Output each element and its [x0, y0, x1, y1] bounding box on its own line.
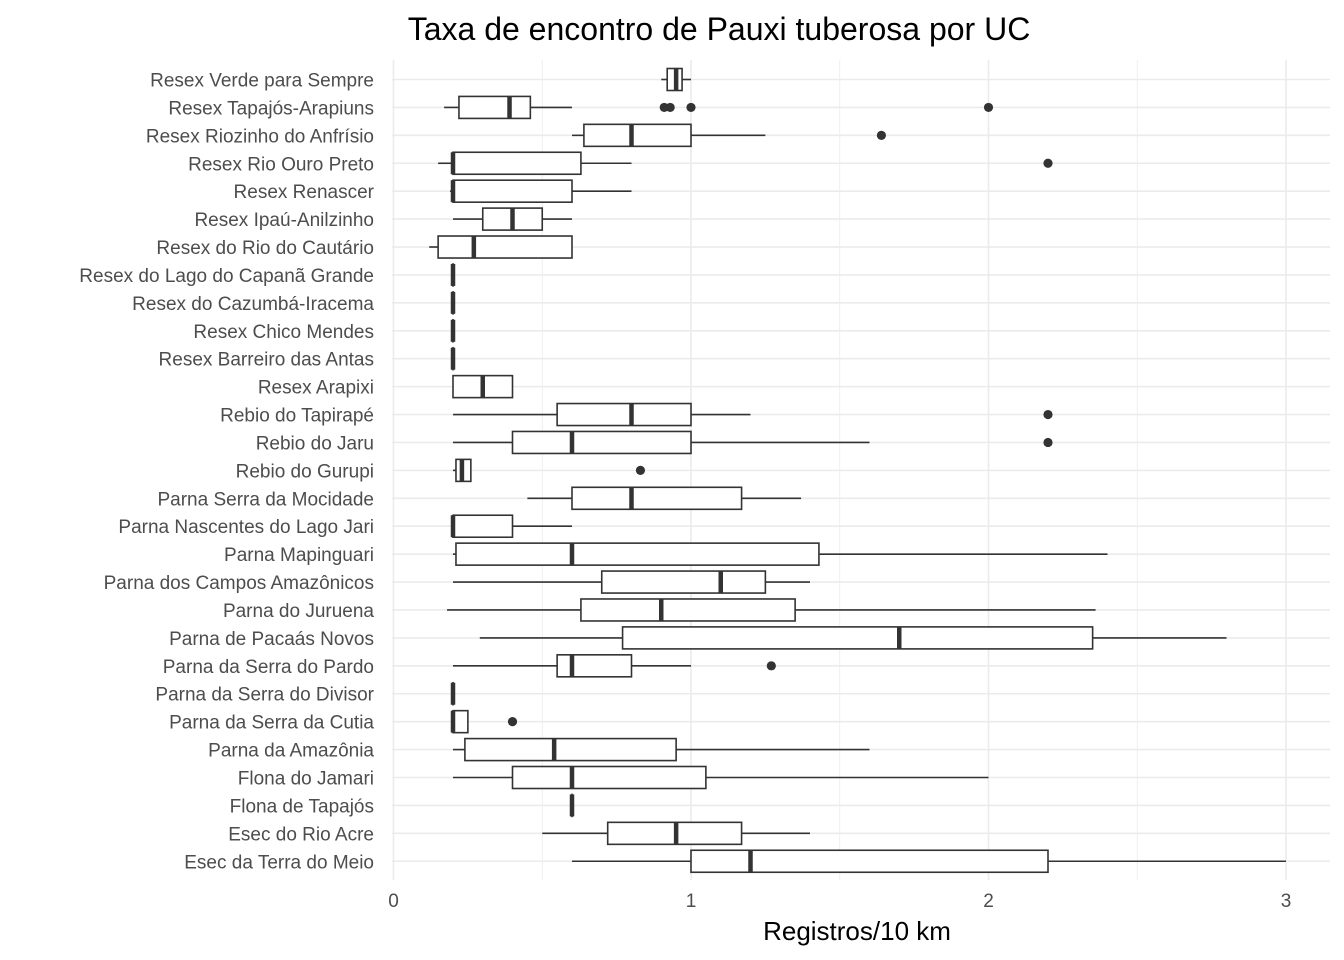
boxplot-group [527, 486, 802, 511]
outlier-point [766, 661, 776, 671]
category-label: Parna Serra da Mocidade [157, 489, 374, 510]
boxplot-group [572, 849, 1286, 874]
category-label: Resex do Cazumbá-Iracema [132, 294, 374, 315]
outlier-point [507, 717, 518, 727]
category-label: Parna Nascentes do Lago Jari [118, 517, 374, 538]
boxplot-group [572, 123, 887, 148]
category-label: Rebio do Tapirapé [220, 406, 374, 427]
category-label: Resex Ipaú-Anilzinho [194, 210, 374, 231]
category-label: Resex Renascer [234, 182, 375, 203]
boxplot-group [450, 179, 632, 203]
category-label: Resex do Rio do Cautário [156, 238, 374, 259]
boxplot-group [450, 709, 518, 734]
boxplot-group [450, 514, 572, 539]
box [690, 849, 1049, 874]
box [580, 598, 796, 622]
boxplot-group [661, 67, 691, 92]
category-label: Parna do Juruena [223, 601, 374, 622]
category-label: Resex Rio Ouro Preto [188, 154, 374, 175]
box [571, 486, 743, 511]
box [621, 626, 1094, 650]
category-label: Resex Arapixi [258, 378, 374, 399]
boxplot-group [542, 821, 810, 846]
boxplot-group [453, 430, 1053, 455]
label-layer: 0 1 2 3 Resex Verde para Sempre Resex Tapajós… [79, 71, 1291, 913]
category-label: Flona do Jamari [238, 769, 374, 790]
boxplot-group [429, 235, 573, 259]
boxplot-group [453, 402, 1053, 427]
category-label: Resex do Lago do Capanã Grande [79, 266, 374, 287]
boxplot-group [453, 654, 776, 678]
category-label: Flona de Tapajós [230, 796, 374, 817]
category-label: Parna da Serra da Cutia [169, 713, 374, 734]
outlier-point [686, 102, 696, 113]
outlier-point [876, 130, 887, 140]
category-label: Esec da Terra do Meio [184, 852, 374, 873]
category-label: Resex Verde para Sempre [150, 71, 374, 92]
outlier-point [635, 465, 646, 475]
outlier-point [665, 102, 675, 113]
category-label: Esec do Rio Acre [228, 824, 374, 845]
category-label: Resex Chico Mendes [193, 322, 374, 343]
boxplot-group [453, 458, 646, 483]
box [600, 570, 767, 594]
boxplot-group [453, 207, 572, 231]
outlier-point [983, 102, 994, 113]
boxplot-group [444, 95, 994, 120]
boxplot-group [447, 598, 1096, 622]
category-label: Parna da Serra do Divisor [155, 685, 374, 706]
box [455, 542, 820, 566]
category-label: Resex Barreiro das Antas [159, 350, 374, 371]
x-tick-label: 0 [388, 891, 399, 912]
boxplot-group [438, 151, 1053, 176]
category-label: Rebio do Gurupi [236, 461, 374, 482]
box [464, 737, 677, 762]
box [511, 430, 692, 455]
category-label: Parna Mapinguari [224, 545, 374, 566]
boxplot-group [453, 570, 810, 594]
outlier-point [1043, 437, 1053, 448]
box [452, 151, 582, 176]
box [452, 514, 514, 539]
boxplot-group [479, 626, 1227, 650]
box [452, 179, 573, 203]
boxplot-group [453, 542, 1108, 566]
x-tick-label: 2 [983, 891, 994, 912]
category-label: Resex Tapajós-Arapiuns [168, 98, 374, 119]
category-label: Rebio do Jaru [256, 433, 374, 454]
category-label: Parna da Serra do Pardo [163, 657, 374, 678]
category-label: Parna de Pacaás Novos [169, 629, 374, 650]
chart-title: Taxa de encontro de Pauxi tuberosa por U… [408, 11, 1031, 47]
outlier-point [1043, 409, 1053, 420]
outlier-point [1043, 158, 1053, 168]
boxplot-group [453, 737, 870, 762]
box [583, 123, 692, 148]
box-layer [429, 67, 1286, 874]
box [511, 765, 707, 790]
category-label: Parna dos Campos Amazônicos [104, 573, 374, 594]
box [437, 235, 573, 259]
x-axis-title: Registros/10 km [763, 916, 951, 946]
x-tick-label: 3 [1281, 891, 1292, 912]
category-label: Resex Riozinho do Anfrísio [146, 126, 374, 147]
category-label: Parna da Amazônia [208, 741, 374, 762]
box [458, 95, 532, 120]
boxplot-group [452, 374, 514, 399]
box [556, 402, 692, 427]
x-tick-label: 1 [686, 891, 697, 912]
box [556, 654, 633, 678]
boxplot-group [453, 765, 989, 790]
